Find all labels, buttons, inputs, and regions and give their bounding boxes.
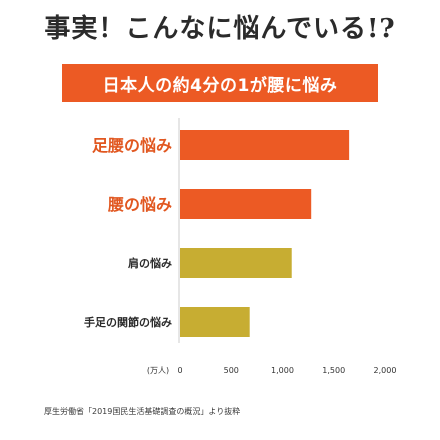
bar xyxy=(180,248,292,278)
x-tick-label: 1,500 xyxy=(322,366,345,375)
category-label: 手足の関節の悩み xyxy=(84,315,172,329)
category-label: 腰の悩み xyxy=(108,195,172,214)
x-tick-label: 2,000 xyxy=(374,366,397,375)
source-note: 厚生労働省「2019国民生活基礎調査の概況」より抜粋 xyxy=(44,407,241,416)
category-label: 肩の悩み xyxy=(128,256,172,270)
bar xyxy=(180,189,312,219)
x-axis-unit: (万人) xyxy=(147,366,169,375)
x-tick-label: 500 xyxy=(224,366,239,375)
category-label: 足腰の悩み xyxy=(92,136,172,155)
x-tick-label: 0 xyxy=(177,366,182,375)
bar xyxy=(180,307,250,337)
banner: 日本人の約4分の1が腰に悩み xyxy=(62,64,378,102)
bar xyxy=(180,130,350,160)
x-tick-label: 1,000 xyxy=(271,366,294,375)
headline: 事実！こんなに悩んでいる!? xyxy=(44,14,396,44)
